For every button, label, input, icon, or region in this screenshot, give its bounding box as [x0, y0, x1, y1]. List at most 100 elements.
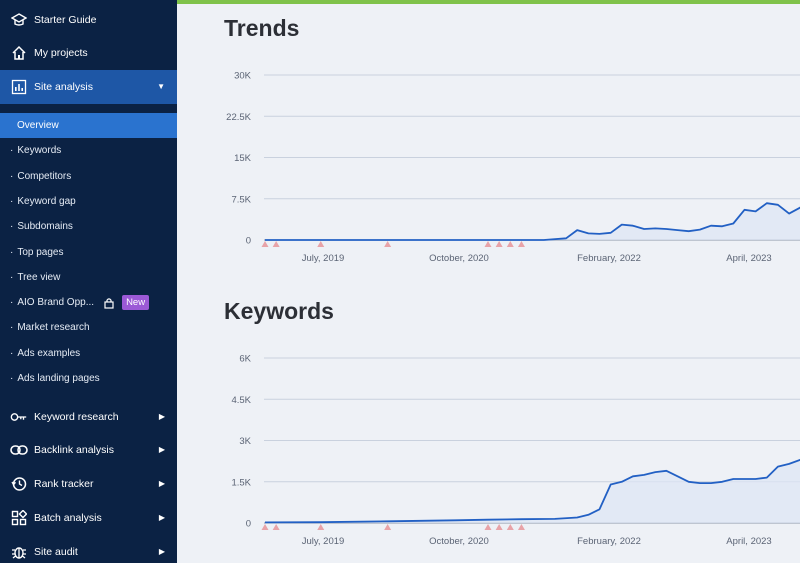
- sidebar-item-batch-analysis[interactable]: Batch analysis ▶: [0, 501, 177, 535]
- y-tick-label: 15K: [234, 153, 252, 164]
- sidebar-item-keyword-research[interactable]: Keyword research ▶: [0, 400, 177, 434]
- y-tick-label: 22.5K: [226, 112, 251, 123]
- event-marker[interactable]: [272, 524, 280, 530]
- event-marker[interactable]: [384, 241, 392, 247]
- trends-chart: 0 7.5K 15K 22.5K 30K July, 2019 October, 2020 F…: [226, 71, 800, 264]
- sidebar-item-label: Keyword research: [34, 411, 119, 423]
- event-marker[interactable]: [484, 524, 492, 530]
- sidebar-subitem-label: Overview: [17, 120, 59, 131]
- event-marker[interactable]: [261, 524, 269, 530]
- sidebar-subitem-overview[interactable]: Overview: [0, 113, 177, 138]
- graduation-cap-icon: [10, 11, 28, 29]
- sidebar-item-rank-tracker[interactable]: Rank tracker ▶: [0, 467, 177, 501]
- sidebar-item-label: Rank tracker: [34, 478, 94, 490]
- sidebar-subitem-label: Competitors: [17, 170, 72, 182]
- x-tick-label: April, 2023: [726, 536, 771, 547]
- event-marker[interactable]: [484, 241, 492, 247]
- bullet-icon: ·: [10, 145, 14, 157]
- keywords-chart: 0 1.5K 3K 4.5K 6K July, 2019 October, 2020 Febr…: [231, 354, 800, 547]
- key-icon: [10, 408, 28, 426]
- home-icon: [10, 44, 28, 62]
- sidebar-subitem-top-pages[interactable]: · Top pages: [0, 240, 177, 265]
- event-marker[interactable]: [517, 241, 525, 247]
- sidebar-subitem-label: Tree view: [17, 271, 61, 283]
- sidebar-subitem-subdomains[interactable]: · Subdomains: [0, 214, 177, 239]
- event-marker[interactable]: [517, 524, 525, 530]
- sidebar-item-backlink-analysis[interactable]: Backlink analysis ▶: [0, 433, 177, 467]
- bullet-icon: ·: [10, 195, 14, 207]
- sidebar-subitem-competitors[interactable]: · Competitors: [0, 164, 177, 189]
- bullet-icon: ·: [10, 297, 14, 309]
- sidebar-subitem-tree-view[interactable]: · Tree view: [0, 265, 177, 290]
- bullet-icon: ·: [10, 322, 14, 334]
- series-area: [265, 459, 800, 523]
- sidebar-subitem-label: Ads landing pages: [17, 373, 100, 384]
- event-marker[interactable]: [272, 241, 280, 247]
- bar-chart-icon: [10, 78, 28, 96]
- sidebar-subitem-label: AIO Brand Opp...: [17, 297, 95, 309]
- sidebar-subitem-ads-examples[interactable]: · Ads examples: [0, 341, 177, 366]
- sidebar-item-label: Starter Guide: [34, 14, 97, 26]
- event-marker[interactable]: [317, 524, 325, 530]
- event-marker[interactable]: [261, 241, 269, 247]
- y-tick-label: 1.5K: [231, 477, 251, 488]
- y-tick-label: 0: [246, 519, 251, 530]
- bullet-icon: ·: [10, 271, 14, 283]
- series-line: [265, 202, 800, 241]
- bug-icon: [10, 543, 28, 561]
- x-tick-label: July, 2019: [302, 253, 345, 264]
- sidebar-item-my-projects[interactable]: My projects: [0, 36, 177, 70]
- sidebar-item-label: My projects: [34, 47, 88, 59]
- chevron-right-icon: ▶: [158, 412, 165, 421]
- y-tick-label: 30K: [234, 71, 252, 82]
- new-badge: New: [122, 295, 150, 311]
- x-tick-label: July, 2019: [302, 536, 345, 547]
- sidebar-item-label: Backlink analysis: [34, 444, 114, 456]
- top-accent-bar: [177, 0, 800, 4]
- series-area: [265, 203, 800, 240]
- y-tick-label: 7.5K: [231, 194, 251, 205]
- x-tick-label: October, 2020: [429, 253, 489, 264]
- sidebar-subitem-label: Market research: [17, 322, 90, 334]
- chevron-right-icon: ▶: [158, 479, 165, 488]
- chevron-right-icon: ▶: [158, 547, 165, 556]
- chevron-right-icon: ▶: [158, 445, 165, 454]
- keywords-title: Keywords: [224, 298, 334, 324]
- event-marker[interactable]: [495, 524, 503, 530]
- sidebar-item-starter-guide[interactable]: Starter Guide: [0, 3, 177, 37]
- bullet-icon: ·: [10, 347, 14, 359]
- sidebar-item-label: Site audit: [34, 546, 78, 558]
- event-marker[interactable]: [495, 241, 503, 247]
- bullet-icon: ·: [10, 246, 14, 258]
- bullet-icon: ·: [10, 221, 14, 233]
- main-content: [177, 0, 800, 563]
- x-tick-label: October, 2020: [429, 536, 489, 547]
- sidebar-subitem-market-research[interactable]: · Market research: [0, 315, 177, 340]
- sidebar-subitem-keyword-gap[interactable]: · Keyword gap: [0, 189, 177, 214]
- sidebar-subitem-ads-landing-pages[interactable]: · Ads landing pages: [0, 366, 177, 391]
- bullet-icon: ·: [10, 170, 14, 182]
- bullet-icon: ·: [10, 373, 14, 384]
- sidebar-subitem-label: Subdomains: [17, 221, 73, 233]
- sidebar-item-label: Batch analysis: [34, 512, 102, 524]
- sidebar-item-site-analysis[interactable]: Site analysis ▼: [0, 70, 177, 104]
- sidebar-subitem-label: Ads examples: [17, 347, 81, 359]
- sidebar-subitem-keywords[interactable]: · Keywords: [0, 138, 177, 163]
- trends-title: Trends: [224, 15, 300, 41]
- sidebar-subitem-label: Keywords: [17, 145, 62, 157]
- sidebar-subitem-aio-brand-opp[interactable]: · AIO Brand Opp... New: [0, 290, 177, 315]
- sidebar: Starter Guide My projects Site analysis ▼ Ov…: [0, 0, 177, 563]
- x-tick-label: April, 2023: [726, 253, 771, 264]
- chevron-right-icon: ▶: [158, 513, 165, 522]
- link-icon: [10, 441, 28, 459]
- sidebar-item-site-audit[interactable]: Site audit ▶: [0, 535, 177, 563]
- event-marker[interactable]: [506, 524, 514, 530]
- event-marker[interactable]: [384, 524, 392, 530]
- sidebar-subitem-label: Keyword gap: [17, 195, 76, 207]
- event-marker[interactable]: [506, 241, 514, 247]
- y-tick-label: 3K: [239, 436, 251, 447]
- x-tick-label: February, 2022: [577, 253, 641, 264]
- x-tick-label: February, 2022: [577, 536, 641, 547]
- event-marker[interactable]: [317, 241, 325, 247]
- y-tick-label: 4.5K: [231, 395, 251, 406]
